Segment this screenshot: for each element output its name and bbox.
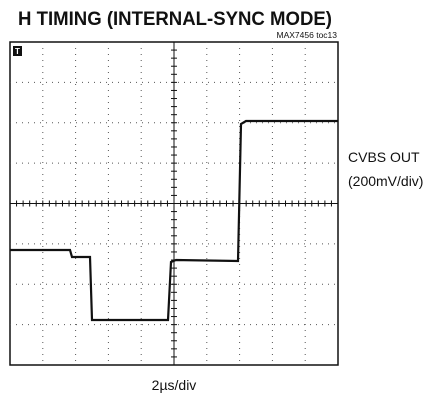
trigger-marker: T xyxy=(15,47,20,56)
trace-label: CVBS OUT xyxy=(348,149,420,165)
horizontal-scale: 2µs/div xyxy=(152,377,197,393)
figure-title: H TIMING (INTERNAL-SYNC MODE) xyxy=(18,9,332,30)
waveform xyxy=(10,119,338,322)
trigger-icon xyxy=(13,46,22,56)
figure-id: MAX7456 toc13 xyxy=(277,30,338,40)
vertical-scale: (200mV/div) xyxy=(348,173,423,189)
graticule xyxy=(10,42,338,365)
